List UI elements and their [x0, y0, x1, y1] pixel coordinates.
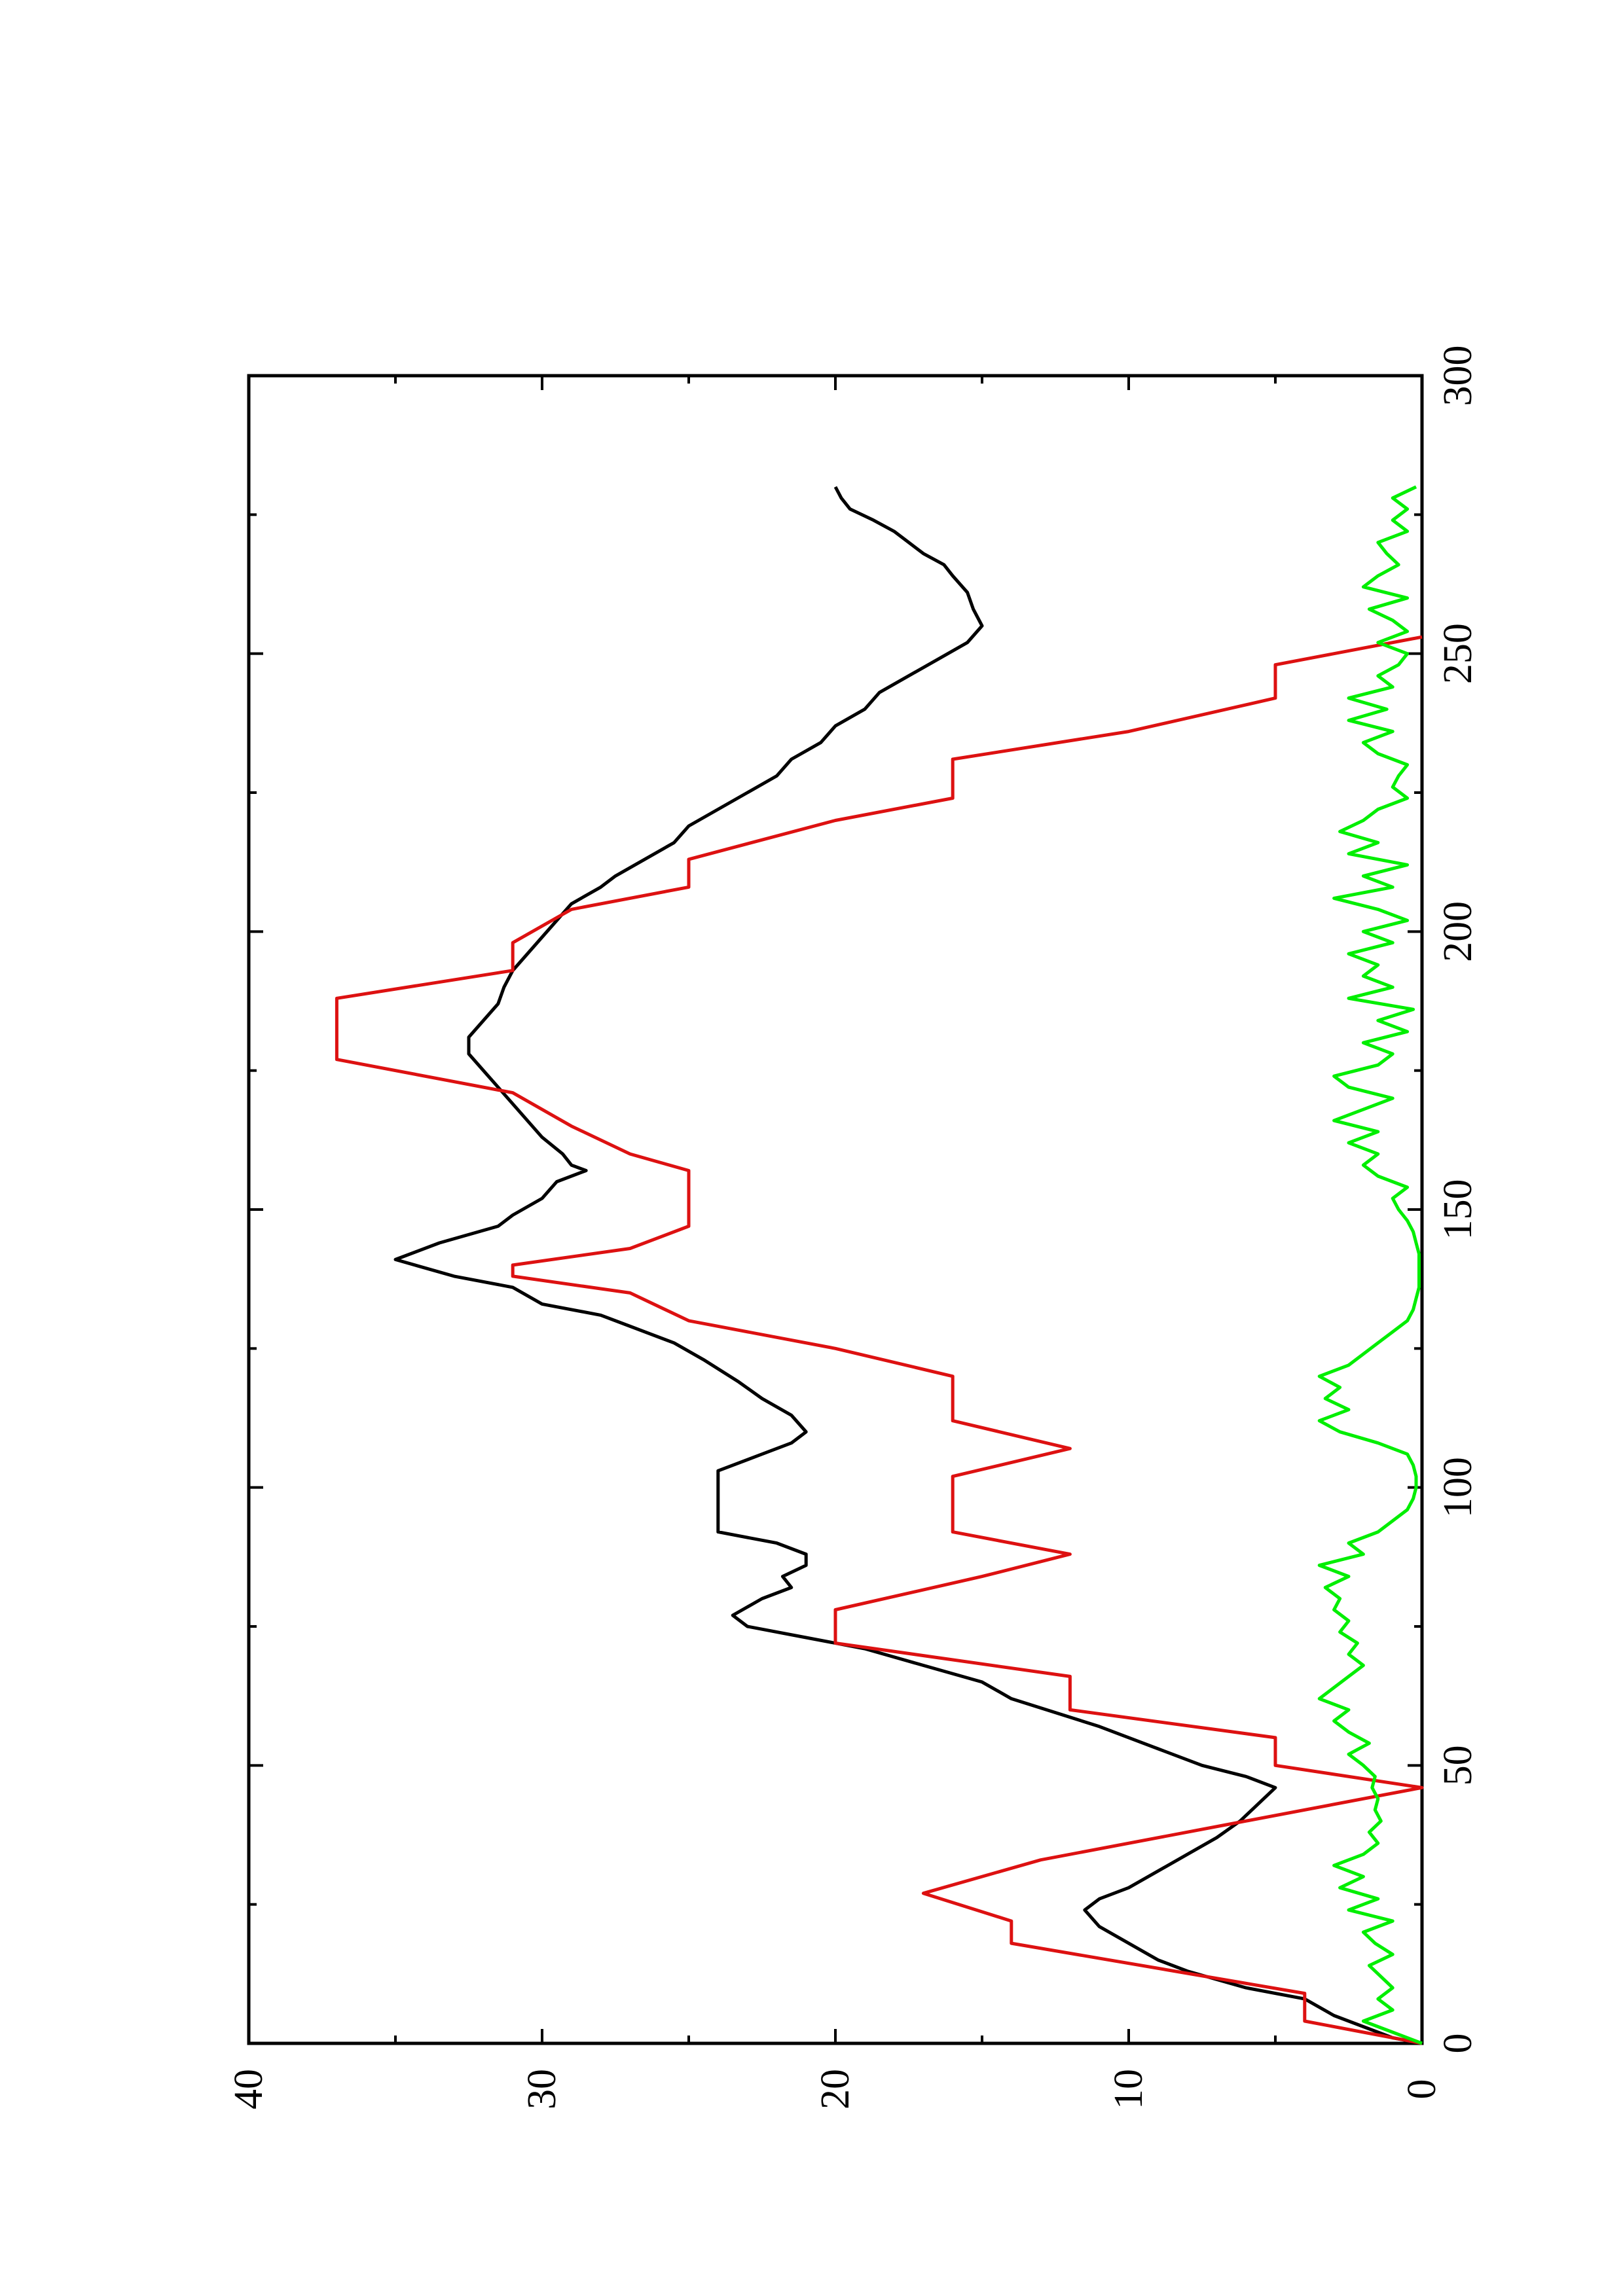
- series-line-2: [335, 635, 1424, 2045]
- y-tick-label: 20: [813, 2069, 858, 2109]
- x-tick-label: 200: [1436, 901, 1480, 962]
- x-tick-labels: 0 50 100 150 200 250 300: [1436, 346, 1480, 2054]
- series-line-1: [393, 486, 1423, 2045]
- series-line-3: [1317, 485, 1423, 2045]
- x-tick-label: 150: [1436, 1179, 1480, 1240]
- x-tick-label: 100: [1436, 1457, 1480, 1518]
- tick-marks: [247, 374, 1423, 2045]
- y-tick-label: 0: [1400, 2079, 1444, 2100]
- data-series: [335, 485, 1424, 2045]
- y-tick-label: 10: [1106, 2069, 1151, 2109]
- x-tick-label: 300: [1436, 346, 1480, 406]
- plot-frame: [247, 374, 1424, 2045]
- y-tick-label: 40: [227, 2069, 271, 2109]
- x-tick-label: 0: [1436, 2034, 1480, 2054]
- x-tick-label: 50: [1436, 1745, 1480, 1785]
- y-tick-label: 30: [520, 2069, 564, 2109]
- y-tick-labels: 0 10 20 30 40: [227, 2069, 1444, 2109]
- x-tick-label: 250: [1436, 623, 1480, 684]
